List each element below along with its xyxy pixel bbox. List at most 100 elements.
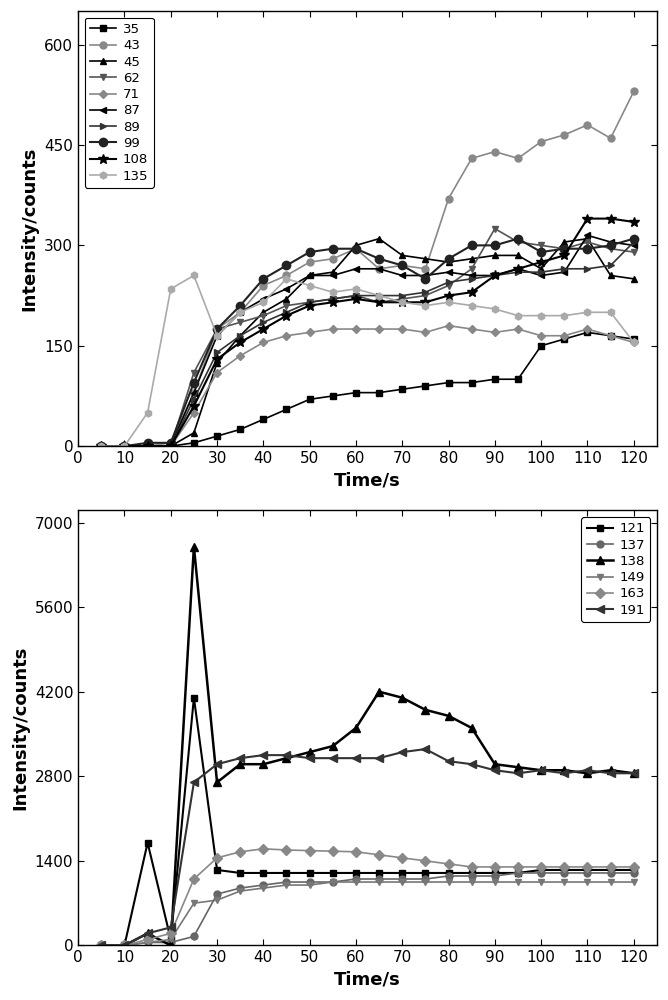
- 71: [120, 440, 128, 452]
- 87: [375, 263, 383, 275]
- 62: [468, 263, 476, 275]
- 45: [491, 249, 499, 261]
- 191: [259, 749, 267, 761]
- 89: [213, 346, 221, 358]
- 99: [352, 243, 360, 255]
- 138: [259, 758, 267, 770]
- 45: [213, 357, 221, 369]
- 99: [398, 259, 406, 271]
- 191: [375, 752, 383, 764]
- 45: [630, 273, 638, 285]
- Y-axis label: Intensity/counts: Intensity/counts: [21, 146, 39, 311]
- 87: [167, 440, 175, 452]
- 121: [236, 867, 244, 879]
- 149: [398, 876, 406, 888]
- 108: [190, 400, 198, 412]
- 62: [283, 300, 291, 312]
- 99: [560, 243, 568, 255]
- 87: [537, 269, 545, 281]
- 108: [352, 293, 360, 305]
- 35: [630, 333, 638, 345]
- 108: [630, 216, 638, 228]
- 121: [259, 867, 267, 879]
- 137: [514, 867, 522, 879]
- 43: [375, 263, 383, 275]
- 62: [236, 316, 244, 328]
- 163: [468, 861, 476, 873]
- 149: [259, 882, 267, 894]
- 71: [283, 330, 291, 342]
- 135: [144, 407, 152, 419]
- 43: [422, 263, 430, 275]
- 62: [190, 367, 198, 379]
- 137: [491, 870, 499, 882]
- 35: [144, 440, 152, 452]
- Line: 89: 89: [98, 239, 637, 450]
- 135: [329, 286, 337, 298]
- 89: [514, 266, 522, 278]
- 62: [514, 236, 522, 248]
- 138: [329, 740, 337, 752]
- 191: [537, 764, 545, 776]
- 108: [560, 249, 568, 261]
- 137: [537, 867, 545, 879]
- 35: [398, 383, 406, 395]
- 121: [491, 867, 499, 879]
- 138: [236, 758, 244, 770]
- 138: [144, 927, 152, 939]
- 108: [375, 296, 383, 308]
- 71: [398, 323, 406, 335]
- 71: [560, 330, 568, 342]
- 89: [537, 266, 545, 278]
- 62: [329, 293, 337, 305]
- 137: [259, 879, 267, 891]
- 108: [583, 213, 591, 225]
- 43: [607, 132, 615, 144]
- 149: [630, 876, 638, 888]
- Line: 191: 191: [97, 745, 638, 950]
- 149: [491, 876, 499, 888]
- 87: [120, 440, 128, 452]
- 89: [583, 263, 591, 275]
- 135: [190, 269, 198, 281]
- 191: [283, 749, 291, 761]
- 163: [583, 861, 591, 873]
- 138: [537, 764, 545, 776]
- 89: [444, 276, 452, 288]
- 163: [190, 873, 198, 885]
- 62: [422, 290, 430, 302]
- 149: [514, 876, 522, 888]
- Line: 137: 137: [98, 869, 637, 949]
- 89: [491, 269, 499, 281]
- 191: [144, 927, 152, 939]
- 108: [422, 296, 430, 308]
- Legend: 121, 137, 138, 149, 163, 191: 121, 137, 138, 149, 163, 191: [581, 517, 650, 622]
- 62: [144, 440, 152, 452]
- 71: [329, 323, 337, 335]
- 135: [537, 310, 545, 322]
- 135: [583, 306, 591, 318]
- 137: [630, 867, 638, 879]
- Line: 135: 135: [98, 272, 637, 450]
- 87: [144, 440, 152, 452]
- 191: [236, 752, 244, 764]
- 138: [398, 692, 406, 704]
- 43: [537, 136, 545, 148]
- 191: [398, 746, 406, 758]
- 121: [213, 864, 221, 876]
- 87: [468, 269, 476, 281]
- 191: [213, 758, 221, 770]
- 163: [491, 861, 499, 873]
- 138: [283, 752, 291, 764]
- 163: [329, 845, 337, 857]
- 71: [190, 407, 198, 419]
- 99: [98, 440, 106, 452]
- 99: [607, 239, 615, 251]
- 35: [422, 380, 430, 392]
- 99: [190, 377, 198, 389]
- 108: [283, 310, 291, 322]
- 135: [514, 310, 522, 322]
- 43: [190, 387, 198, 399]
- 121: [375, 867, 383, 879]
- 149: [444, 876, 452, 888]
